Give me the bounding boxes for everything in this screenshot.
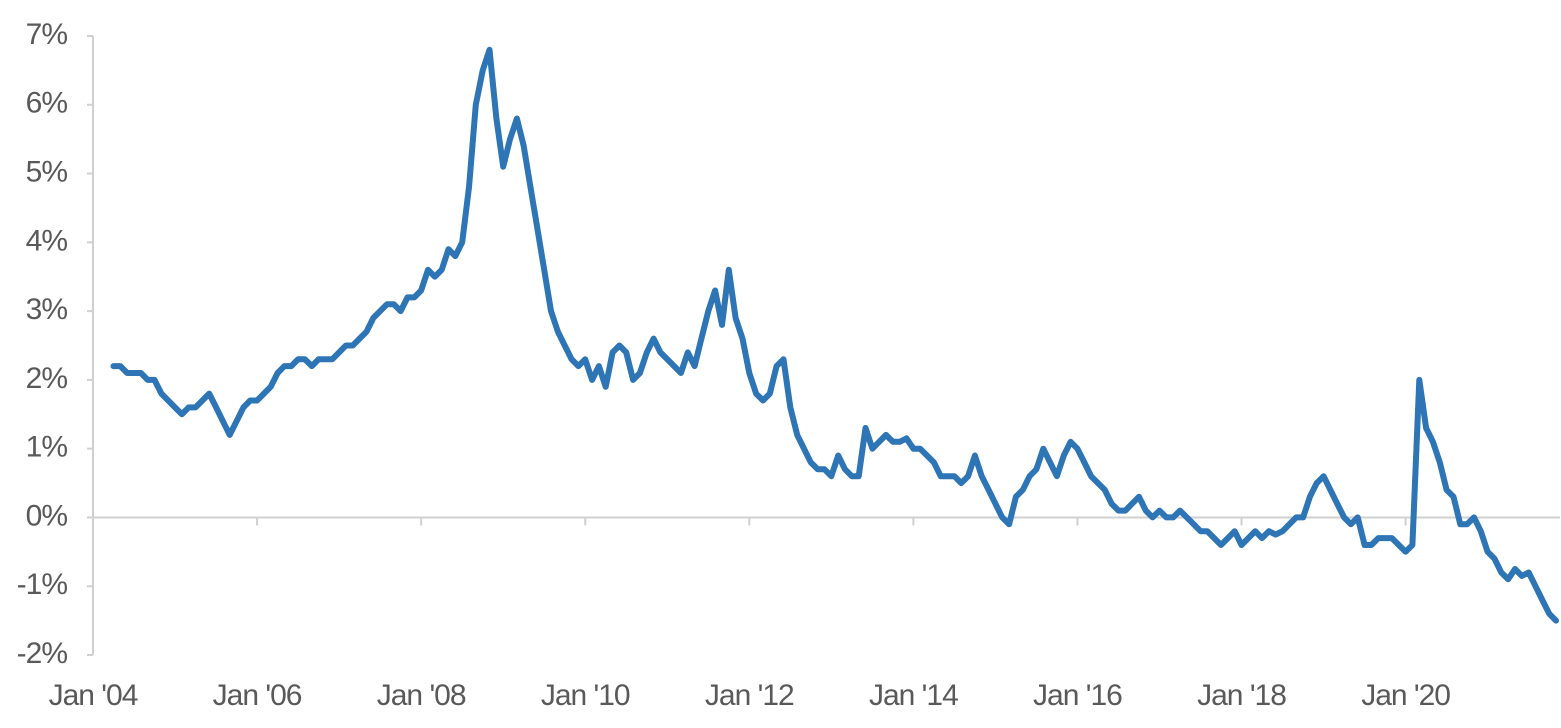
x-tick-label: Jan '10 [541, 679, 630, 712]
y-tick-label: 7% [26, 18, 68, 51]
y-tick-label: 6% [26, 87, 68, 120]
y-tick-label: 0% [26, 499, 68, 532]
y-tick-label: 1% [26, 431, 68, 464]
x-tick-label: Jan '20 [1361, 679, 1450, 712]
x-tick-label: Jan '16 [1033, 679, 1122, 712]
y-tick-label: 5% [26, 155, 68, 188]
x-tick-label: Jan '12 [705, 679, 794, 712]
x-tick-label: Jan '14 [869, 679, 958, 712]
y-tick-label: -1% [17, 568, 68, 601]
y-tick-label: 3% [26, 293, 68, 326]
x-tick-label: Jan '08 [377, 679, 466, 712]
x-tick-label: Jan '04 [49, 679, 138, 712]
data-line [110, 46, 1559, 624]
x-tick-label: Jan '18 [1197, 679, 1286, 712]
y-tick-label: -2% [17, 637, 68, 670]
x-tick-label: Jan '06 [213, 679, 302, 712]
y-tick-label: 2% [26, 362, 68, 395]
y-tick-label: 4% [26, 224, 68, 257]
